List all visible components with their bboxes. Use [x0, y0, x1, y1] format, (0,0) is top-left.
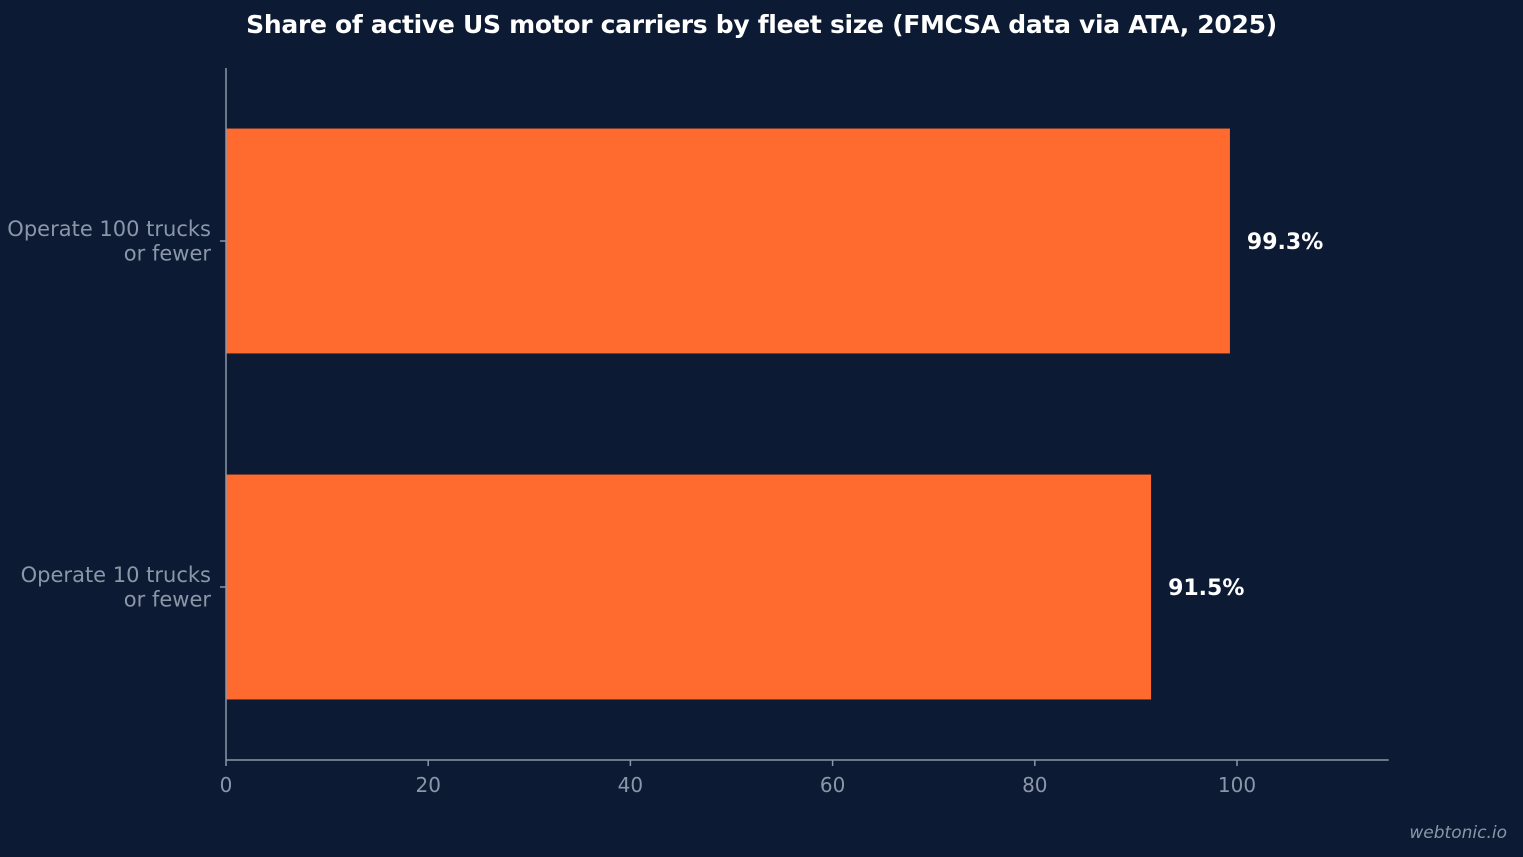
category-label-1: Operate 10 trucks or fewer	[21, 563, 212, 612]
category-label-0: Operate 100 trucks or fewer	[7, 217, 211, 266]
x-tick-label-40: 40	[618, 773, 643, 797]
x-tick-label-0: 0	[220, 773, 233, 797]
data-label-0: 99.3%	[1247, 230, 1323, 255]
x-tick-label-60: 60	[820, 773, 845, 797]
data-label-1: 91.5%	[1168, 576, 1244, 601]
x-tick-label-20: 20	[415, 773, 440, 797]
bar-0	[226, 128, 1230, 354]
x-tick-label-80: 80	[1022, 773, 1047, 797]
chart-title: Share of active US motor carriers by fle…	[246, 10, 1277, 39]
x-tick-label-100: 100	[1218, 773, 1256, 797]
watermark: webtonic.io	[1409, 823, 1507, 843]
bar-1	[226, 474, 1152, 700]
